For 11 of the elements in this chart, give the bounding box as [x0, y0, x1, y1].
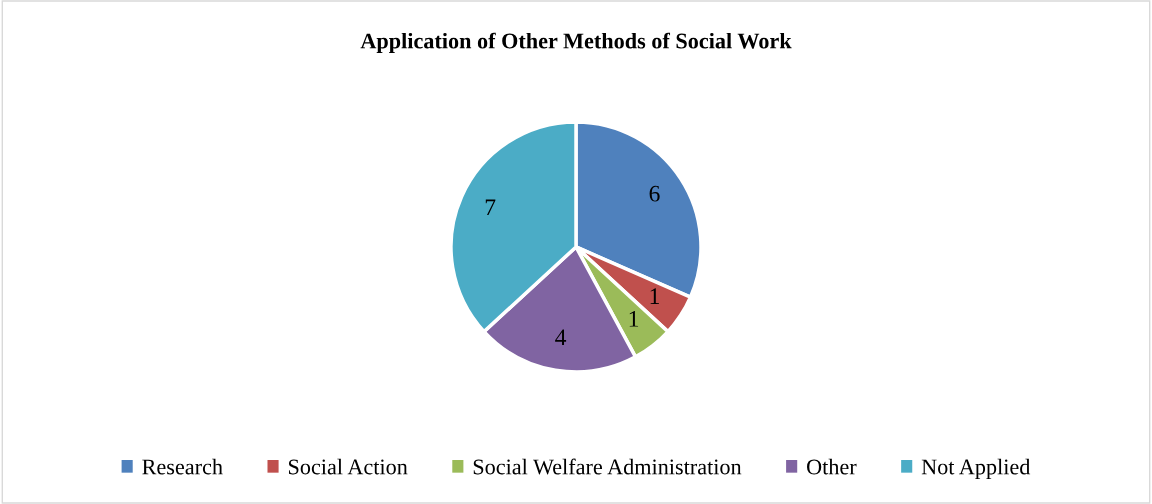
- chart-title: Application of Other Methods of Social Work: [360, 32, 792, 54]
- legend-label: Other: [807, 458, 857, 475]
- data-label: 6: [649, 185, 660, 202]
- data-label: 1: [629, 311, 639, 327]
- legend-label: Social Action: [288, 458, 408, 475]
- data-label: 7: [485, 199, 496, 215]
- legend-label: Social Welfare Administration: [473, 458, 742, 475]
- data-label: 4: [555, 329, 567, 346]
- data-label: 1: [650, 288, 659, 304]
- legend-label: Research: [142, 458, 223, 475]
- legend-label: Not Applied: [921, 458, 1031, 479]
